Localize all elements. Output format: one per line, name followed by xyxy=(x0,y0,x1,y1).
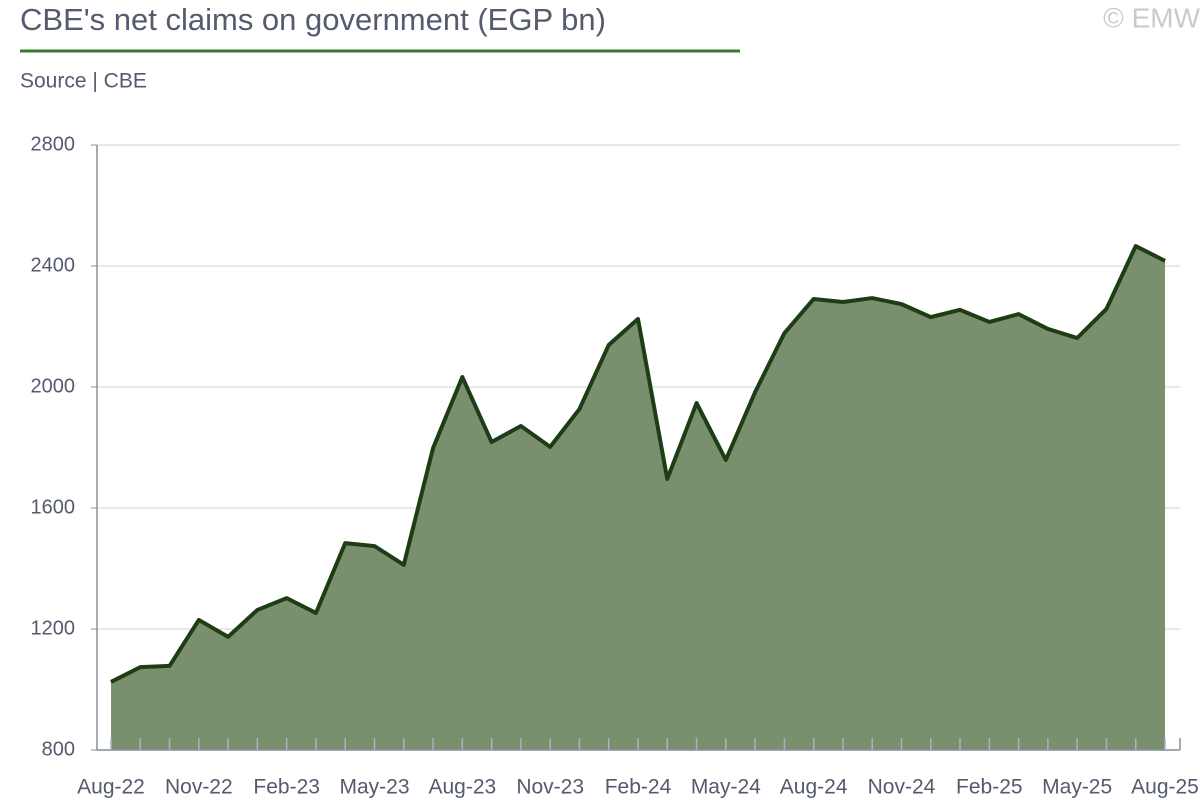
x-tick-label: Nov-23 xyxy=(516,776,584,799)
chart-subtitle: Source | CBE xyxy=(20,70,147,93)
area-fill xyxy=(111,246,1165,750)
y-tick-label: 1200 xyxy=(31,617,76,639)
x-tick-label: Feb-24 xyxy=(605,776,672,799)
x-tick-label: Aug-24 xyxy=(780,776,848,799)
x-tick-label: Nov-22 xyxy=(165,776,233,799)
area-line xyxy=(110,244,1166,684)
watermark: © EMW xyxy=(1103,2,1200,33)
x-tick-label: Aug-23 xyxy=(428,776,496,799)
x-tick-label: Feb-23 xyxy=(253,776,320,799)
x-tick-label: May-23 xyxy=(339,776,409,799)
y-tick-label: 2400 xyxy=(31,254,76,276)
x-tick-label: Feb-25 xyxy=(956,776,1023,799)
x-tick-label: Nov-24 xyxy=(868,776,936,799)
x-tick-label: May-24 xyxy=(691,776,761,799)
x-tick-label: May-25 xyxy=(1042,776,1112,799)
y-tick-label: 2800 xyxy=(31,133,76,155)
x-tick-label: Aug-25 xyxy=(1131,776,1199,799)
y-tick-label: 2000 xyxy=(31,375,76,397)
y-tick-label: 800 xyxy=(42,738,75,760)
x-tick-label: Aug-22 xyxy=(77,776,145,799)
chart-title: CBE's net claims on government (EGP bn) xyxy=(20,2,606,37)
y-tick-label: 1600 xyxy=(31,496,76,518)
